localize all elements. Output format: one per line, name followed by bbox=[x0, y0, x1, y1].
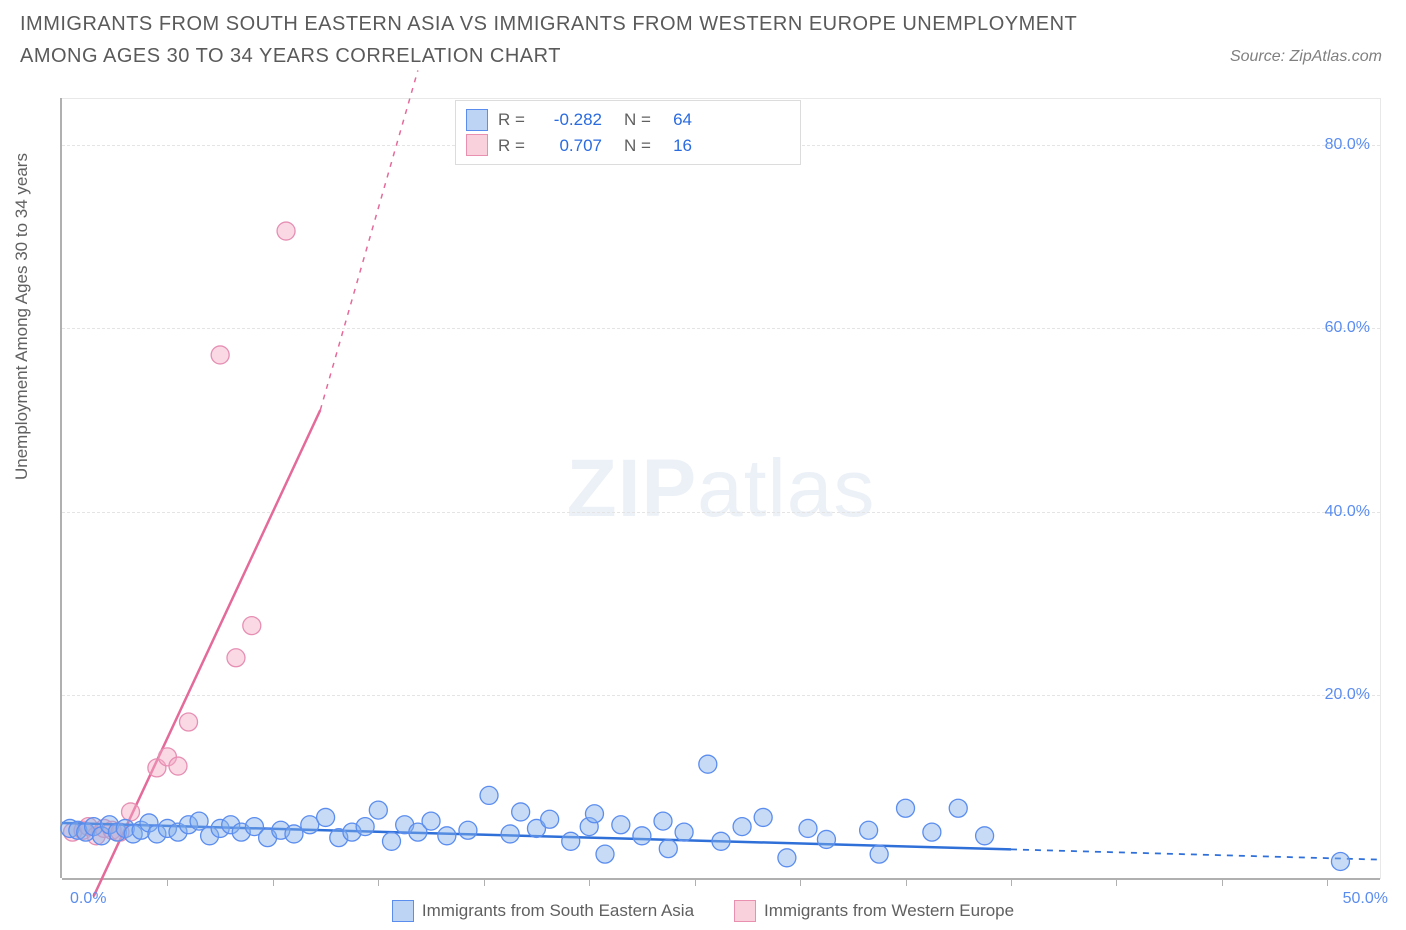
data-point-pink bbox=[169, 757, 187, 775]
data-point-blue bbox=[480, 786, 498, 804]
data-point-pink bbox=[227, 649, 245, 667]
scatter-svg bbox=[62, 98, 1380, 878]
data-point-blue bbox=[585, 805, 603, 823]
legend-bottom: Immigrants from South Eastern Asia Immig… bbox=[0, 900, 1406, 922]
data-point-blue bbox=[501, 825, 519, 843]
x-tick bbox=[167, 878, 168, 886]
x-tick bbox=[589, 878, 590, 886]
data-point-blue bbox=[675, 823, 693, 841]
x-tick bbox=[1222, 878, 1223, 886]
y-axis-label: Unemployment Among Ages 30 to 34 years bbox=[12, 153, 32, 480]
legend-label-pink: Immigrants from Western Europe bbox=[764, 901, 1014, 921]
x-tick bbox=[484, 878, 485, 886]
legend-swatch-blue-icon bbox=[392, 900, 414, 922]
legend-item-pink: Immigrants from Western Europe bbox=[734, 900, 1014, 922]
data-point-blue bbox=[317, 808, 335, 826]
data-point-blue bbox=[778, 849, 796, 867]
data-point-blue bbox=[285, 825, 303, 843]
data-point-blue bbox=[612, 816, 630, 834]
legend-stats-row-blue: R = -0.282 N = 64 bbox=[466, 107, 786, 133]
data-point-blue bbox=[541, 810, 559, 828]
r-value-pink: 0.707 bbox=[538, 133, 602, 159]
x-tick bbox=[695, 878, 696, 886]
data-point-blue bbox=[659, 840, 677, 858]
x-tick bbox=[1116, 878, 1117, 886]
x-tick bbox=[378, 878, 379, 886]
data-point-pink bbox=[277, 222, 295, 240]
n-value-pink: 16 bbox=[664, 133, 692, 159]
data-point-blue bbox=[459, 821, 477, 839]
x-tick bbox=[1011, 878, 1012, 886]
data-point-blue bbox=[733, 818, 751, 836]
data-point-blue bbox=[422, 812, 440, 830]
legend-label-blue: Immigrants from South Eastern Asia bbox=[422, 901, 694, 921]
x-tick bbox=[273, 878, 274, 886]
data-point-blue bbox=[817, 830, 835, 848]
data-point-blue bbox=[754, 808, 772, 826]
legend-swatch-pink-icon bbox=[734, 900, 756, 922]
data-point-blue bbox=[356, 818, 374, 836]
data-point-pink bbox=[180, 713, 198, 731]
chart-title: IMMIGRANTS FROM SOUTH EASTERN ASIA VS IM… bbox=[20, 8, 1120, 72]
data-point-pink bbox=[211, 346, 229, 364]
data-point-blue bbox=[860, 821, 878, 839]
data-point-blue bbox=[562, 832, 580, 850]
data-point-blue bbox=[897, 799, 915, 817]
data-point-blue bbox=[383, 832, 401, 850]
data-point-blue bbox=[596, 845, 614, 863]
legend-swatch-blue bbox=[466, 109, 488, 131]
n-value-blue: 64 bbox=[664, 107, 692, 133]
data-point-blue bbox=[438, 827, 456, 845]
data-point-pink bbox=[122, 803, 140, 821]
data-point-blue bbox=[949, 799, 967, 817]
x-axis-line bbox=[62, 878, 1380, 880]
source-attribution: Source: ZipAtlas.com bbox=[1230, 48, 1382, 66]
data-point-blue bbox=[799, 819, 817, 837]
data-point-blue bbox=[654, 812, 672, 830]
legend-swatch-pink bbox=[466, 134, 488, 156]
data-point-blue bbox=[870, 845, 888, 863]
data-point-blue bbox=[976, 827, 994, 845]
data-point-blue bbox=[1331, 852, 1349, 870]
data-point-blue bbox=[633, 827, 651, 845]
r-value-blue: -0.282 bbox=[538, 107, 602, 133]
legend-stats-row-pink: R = 0.707 N = 16 bbox=[466, 133, 786, 159]
x-tick bbox=[1327, 878, 1328, 886]
legend-item-blue: Immigrants from South Eastern Asia bbox=[392, 900, 694, 922]
x-tick bbox=[800, 878, 801, 886]
data-point-pink bbox=[243, 617, 261, 635]
legend-stats-box: R = -0.282 N = 64 R = 0.707 N = 16 bbox=[455, 100, 801, 165]
data-point-blue bbox=[923, 823, 941, 841]
data-point-blue bbox=[512, 803, 530, 821]
data-point-blue bbox=[369, 801, 387, 819]
data-point-blue bbox=[699, 755, 717, 773]
data-point-blue bbox=[712, 832, 730, 850]
x-tick bbox=[906, 878, 907, 886]
